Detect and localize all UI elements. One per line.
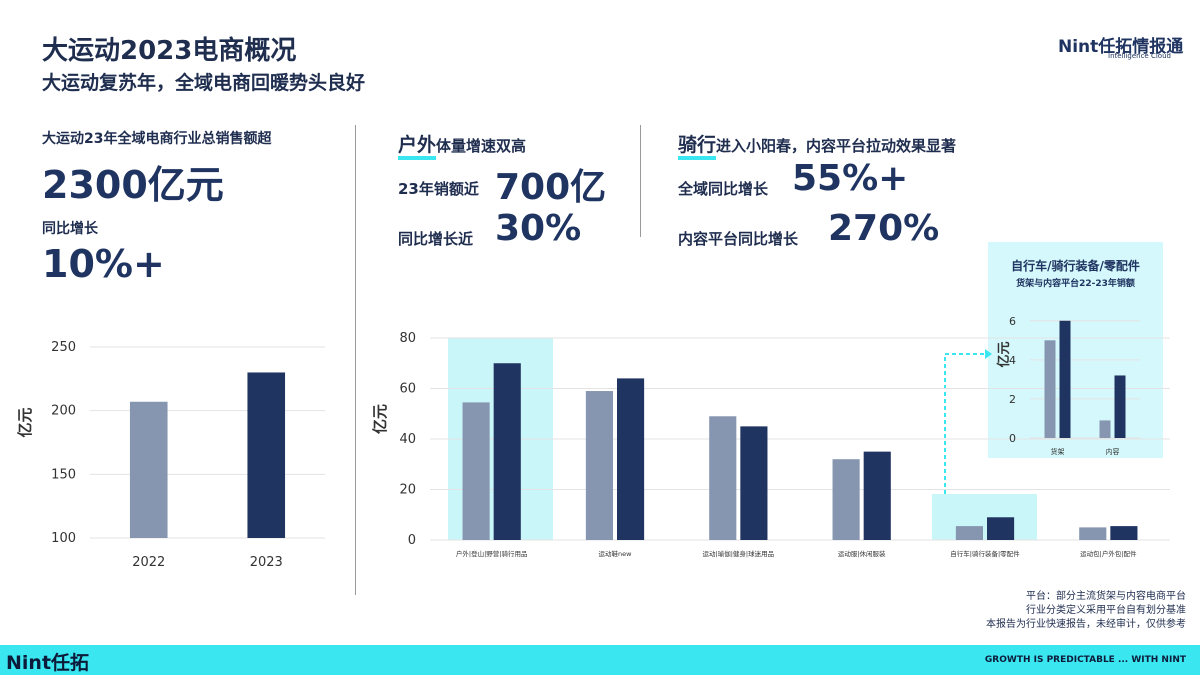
inset-panel xyxy=(988,242,1163,458)
y-tick-label: 60 xyxy=(399,382,416,397)
bar xyxy=(585,391,613,540)
notes: 平台：部分主流货架与内容电商平台 行业分类定义采用平台自有划分基准 本报告为行业… xyxy=(986,590,1186,632)
y-tick-label: 150 xyxy=(51,467,76,482)
bar xyxy=(1114,375,1126,438)
footer-bar xyxy=(0,645,1200,675)
bar xyxy=(129,401,168,538)
divider xyxy=(355,125,356,595)
bar xyxy=(493,363,521,540)
y-axis-label: 亿元 xyxy=(371,404,389,434)
x-tick-label: 运动鞋new xyxy=(599,549,633,558)
stat-label: 体量增速双高 xyxy=(436,137,527,155)
x-tick-label: 2023 xyxy=(250,555,283,570)
y-tick-label: 250 xyxy=(51,340,76,355)
divider xyxy=(640,125,641,237)
bar xyxy=(247,372,286,538)
x-tick-label: 内容 xyxy=(1106,447,1120,456)
bar xyxy=(832,459,860,540)
highlight-band xyxy=(932,494,1037,540)
stat-label: 全域同比增长 xyxy=(678,180,769,198)
bar xyxy=(1110,526,1138,540)
x-tick-label: 运动|瑜伽|健身|球迷用品 xyxy=(703,549,775,558)
bar xyxy=(863,451,891,540)
logo: Nint任拓情报通 xyxy=(1058,37,1184,57)
stat-value: 270% xyxy=(828,208,940,249)
highlight: 户外 xyxy=(398,134,437,160)
bar xyxy=(740,426,768,540)
stat-heading: 骑行进入小阳春，内容平台拉动效果显著 xyxy=(678,130,957,160)
stat-label: 23年销额近 xyxy=(398,180,479,198)
x-tick-label: 运动包|户外包|配件 xyxy=(1080,549,1137,558)
subtitle: 大运动复苏年，全域电商回暖势头良好 xyxy=(42,72,366,94)
stat-value: 2300亿元 xyxy=(42,163,224,207)
y-tick-label: 4 xyxy=(1009,354,1016,367)
x-tick-label: 运动服|休闲服装 xyxy=(838,549,886,558)
bar xyxy=(955,526,983,540)
stat-value: 10%+ xyxy=(42,242,165,286)
bar xyxy=(987,517,1015,540)
y-tick-label: 0 xyxy=(1009,432,1016,445)
bar xyxy=(462,402,490,540)
title: 大运动2023电商概况 xyxy=(42,36,297,66)
stat-label: 内容平台同比增长 xyxy=(678,230,799,248)
y-tick-label: 40 xyxy=(399,432,416,447)
y-tick-label: 2 xyxy=(1009,393,1016,406)
stat-label: 进入小阳春，内容平台拉动效果显著 xyxy=(716,137,957,155)
note: 平台：部分主流货架与内容电商平台 xyxy=(1026,591,1186,602)
stat-value: 700亿 xyxy=(495,167,607,208)
x-tick-label: 自行车|骑行装备|零配件 xyxy=(950,549,1020,558)
y-axis-label: 亿元 xyxy=(16,407,34,437)
note: 行业分类定义采用平台自有划分基准 xyxy=(1026,605,1186,616)
y-tick-label: 0 xyxy=(408,533,416,548)
y-tick-label: 20 xyxy=(399,483,416,498)
bar xyxy=(709,416,737,540)
bar xyxy=(617,378,645,540)
bar xyxy=(1099,420,1111,438)
bar xyxy=(1079,527,1107,540)
highlight: 骑行 xyxy=(678,134,717,160)
inset-title: 自行车/骑行装备/零配件 xyxy=(1011,258,1140,273)
arrow-head xyxy=(985,349,992,359)
connector xyxy=(944,353,985,494)
y-axis-label: 亿元 xyxy=(996,341,1012,367)
y-tick-label: 100 xyxy=(51,531,76,546)
x-tick-label: 2022 xyxy=(132,555,165,570)
stat-value: 30% xyxy=(495,208,582,249)
note: 本报告为行业快速报告，未经审计，仅供参考 xyxy=(986,619,1186,630)
x-tick-label: 户外|登山|野营|骑行用品 xyxy=(456,549,528,558)
bar xyxy=(1059,320,1071,438)
y-tick-label: 80 xyxy=(399,331,416,346)
stat-value: 55%+ xyxy=(792,158,909,199)
logo-tagline: Intelligence Cloud xyxy=(1108,52,1171,60)
inset-subtitle: 货架与内容平台22-23年销额 xyxy=(1016,277,1135,289)
y-tick-label: 6 xyxy=(1009,315,1016,328)
stat-heading: 户外体量增速双高 xyxy=(398,130,527,160)
stat-label: 同比增长近 xyxy=(398,230,474,248)
footer-slogan: GROWTH IS PREDICTABLE ... WITH NINT xyxy=(984,655,1186,665)
stat-label: 同比增长 xyxy=(42,221,98,237)
stat-label: 大运动23年全域电商行业总销售额超 xyxy=(42,131,272,147)
x-tick-label: 货架 xyxy=(1051,447,1065,456)
footer-brand: Nint任拓 xyxy=(6,652,90,674)
bar xyxy=(1044,340,1056,438)
y-tick-label: 200 xyxy=(51,404,76,419)
